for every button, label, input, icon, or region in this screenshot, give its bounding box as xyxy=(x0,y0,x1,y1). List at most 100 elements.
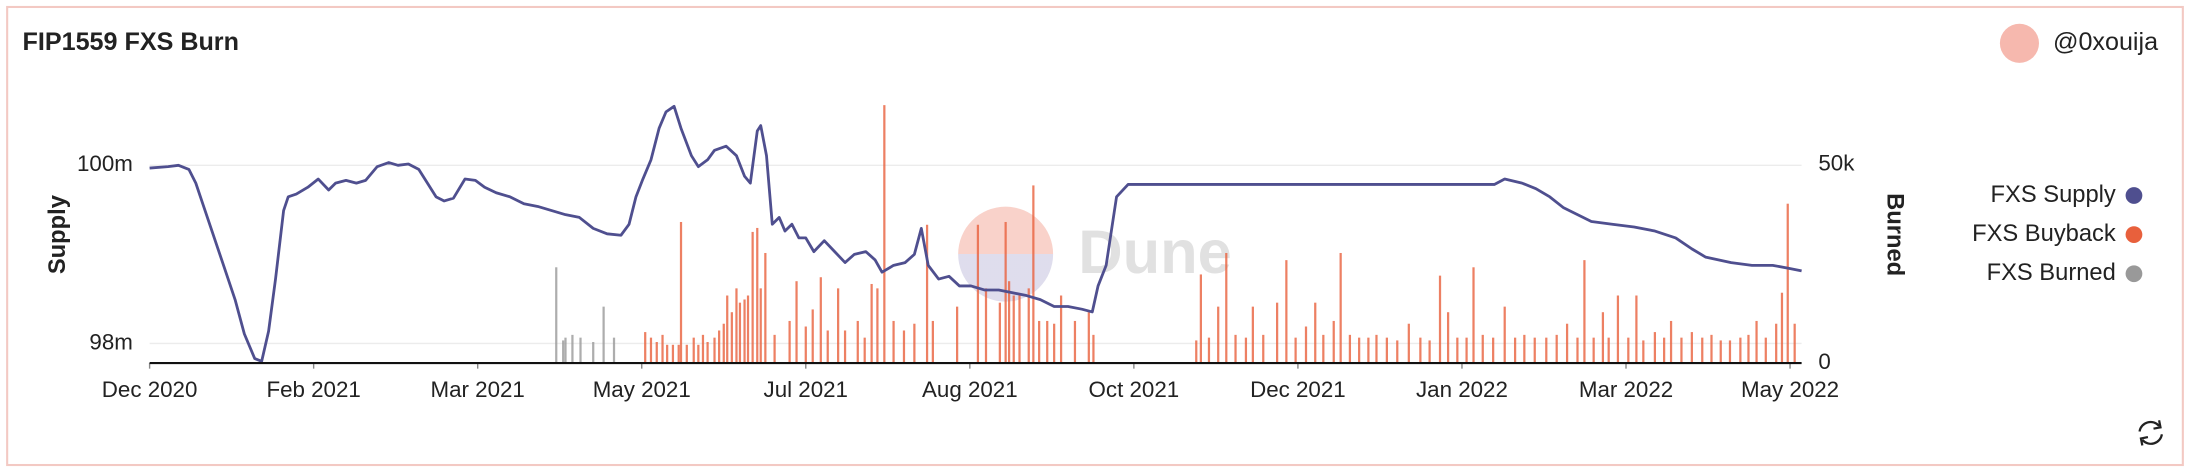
bar xyxy=(730,312,733,364)
bar xyxy=(1472,267,1475,364)
y-axis-title: Supply xyxy=(45,194,71,274)
bar xyxy=(1690,332,1693,364)
bar xyxy=(571,334,574,364)
bar xyxy=(931,320,934,364)
bar xyxy=(1053,323,1056,364)
grid xyxy=(149,164,1802,345)
bar xyxy=(1793,323,1796,364)
x-tick-label: Dec 2020 xyxy=(102,377,198,402)
bar xyxy=(1332,320,1335,364)
bar xyxy=(1492,337,1495,364)
bar xyxy=(1710,334,1713,364)
legend-label: FXS Burned xyxy=(1987,260,2116,286)
bar xyxy=(649,337,653,364)
y-tick-label: 100m xyxy=(77,151,133,176)
bar-series xyxy=(644,105,1796,364)
bar xyxy=(743,299,746,364)
bar xyxy=(913,323,916,364)
bar xyxy=(1385,337,1388,364)
bar xyxy=(902,330,906,364)
bar xyxy=(804,326,807,364)
bar xyxy=(697,344,700,364)
bar xyxy=(1755,320,1758,364)
bar xyxy=(1503,306,1506,364)
refresh-icon[interactable] xyxy=(2138,420,2163,446)
bar xyxy=(1601,312,1605,364)
bar xyxy=(826,330,829,364)
bar xyxy=(1747,334,1750,364)
bar xyxy=(661,334,664,364)
bar xyxy=(692,337,695,364)
bar xyxy=(837,288,840,364)
bar xyxy=(1583,260,1586,364)
x-tick-label: Dec 2021 xyxy=(1250,377,1346,402)
y-tick-label: 98m xyxy=(89,329,132,354)
bar xyxy=(811,309,814,364)
bar xyxy=(856,320,859,364)
bar xyxy=(1739,337,1742,364)
bar xyxy=(1446,312,1450,364)
bar xyxy=(685,344,688,364)
x-tick-label: Mar 2022 xyxy=(1579,377,1673,402)
bar xyxy=(564,337,567,364)
bar xyxy=(706,342,709,364)
x-tick-label: Jul 2021 xyxy=(764,377,848,402)
bar xyxy=(655,342,658,364)
bar xyxy=(1199,274,1202,364)
bar xyxy=(1786,203,1789,364)
bar xyxy=(1092,334,1095,364)
bar xyxy=(1234,334,1237,364)
bar xyxy=(1701,337,1704,364)
bar xyxy=(1285,260,1288,364)
bar xyxy=(1027,288,1030,364)
bar xyxy=(1339,252,1342,364)
bar xyxy=(1358,337,1361,364)
bar xyxy=(1225,252,1228,364)
bar xyxy=(1314,302,1317,364)
bar xyxy=(1244,337,1248,364)
bar xyxy=(726,295,729,364)
bar xyxy=(1348,334,1352,364)
bar xyxy=(1073,320,1077,364)
bar xyxy=(612,337,616,364)
legend-label: FXS Buyback xyxy=(1972,221,2116,247)
watermark-text: Dune xyxy=(1078,218,1232,287)
author[interactable]: @0xouija xyxy=(2053,28,2158,56)
bar xyxy=(1465,337,1468,364)
bar xyxy=(1304,326,1308,364)
bar xyxy=(883,105,886,364)
y2-tick-label: 0 xyxy=(1818,349,1830,374)
x-tick-label: May 2021 xyxy=(593,377,691,402)
bar xyxy=(956,306,959,364)
bar xyxy=(759,288,762,364)
bar xyxy=(788,320,791,364)
legend-label: FXS Supply xyxy=(1991,182,2116,208)
bar xyxy=(1555,334,1558,364)
bar xyxy=(679,221,683,364)
bar xyxy=(1276,302,1279,364)
bar xyxy=(1419,337,1422,364)
bar xyxy=(1669,320,1673,364)
bar xyxy=(1251,306,1254,364)
bar xyxy=(1367,337,1370,364)
bar xyxy=(1046,320,1049,364)
bar xyxy=(925,224,929,364)
bar xyxy=(1407,323,1410,364)
bar xyxy=(562,340,565,364)
bar xyxy=(1456,337,1459,364)
bar xyxy=(1642,340,1645,364)
bar xyxy=(1627,337,1630,364)
bar xyxy=(1728,340,1732,364)
bar xyxy=(722,323,725,364)
bar xyxy=(1262,334,1265,364)
bar xyxy=(746,295,750,364)
bar xyxy=(1087,312,1090,364)
bar xyxy=(870,283,873,364)
bar xyxy=(1616,295,1620,364)
bar xyxy=(1007,281,1011,364)
bar xyxy=(1513,337,1517,364)
bar xyxy=(1576,337,1579,364)
bar xyxy=(1653,332,1657,364)
bar xyxy=(555,267,558,364)
